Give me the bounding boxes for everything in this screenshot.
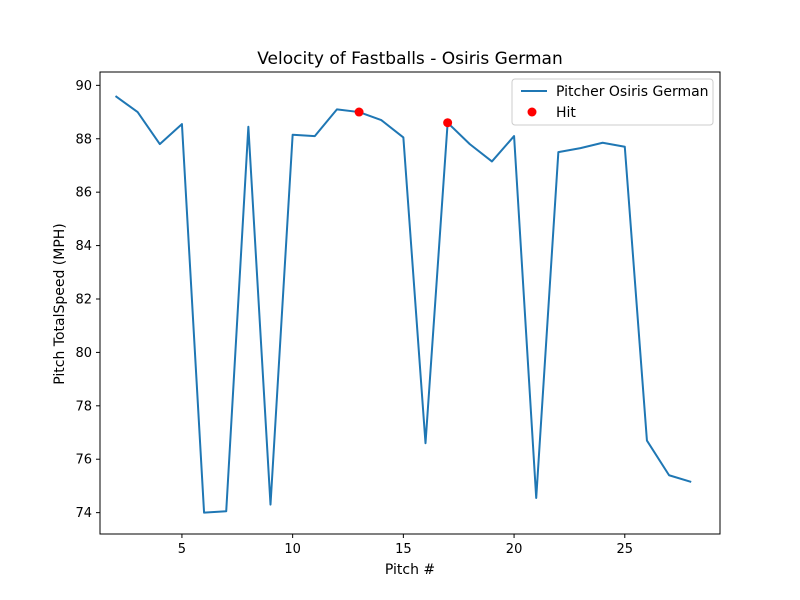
- axes-frame: [99, 71, 721, 535]
- x-tick-label: 15: [395, 542, 412, 557]
- y-axis-label: Pitch TotalSpeed (MPH): [52, 223, 68, 385]
- y-tick-label: 86: [75, 186, 92, 201]
- y-tick-label: 80: [75, 346, 92, 361]
- chart-title: Velocity of Fastballs - Osiris German: [257, 49, 563, 69]
- y-tick-label: 78: [75, 399, 92, 414]
- hit-point: [354, 107, 364, 117]
- x-tick-label: 25: [617, 542, 634, 557]
- pitcher-velocity-line: [114, 95, 692, 514]
- x-tick-label: 5: [178, 542, 186, 557]
- x-axis-ticks: 5 10 15 20 25: [178, 534, 633, 557]
- y-axis-ticks: 74 76 78 80 82 84 86 88 90: [75, 79, 100, 521]
- legend-dot-swatch: [527, 107, 537, 117]
- y-tick-label: 90: [75, 79, 92, 94]
- plot-area: [99, 71, 721, 535]
- legend-label-pitcher: Pitcher Osiris German: [556, 84, 709, 100]
- y-tick-label: 82: [75, 292, 92, 307]
- x-axis-label: Pitch #: [385, 562, 435, 578]
- legend-label-hit: Hit: [556, 105, 576, 121]
- y-tick-label: 84: [75, 239, 92, 254]
- y-tick-label: 74: [75, 506, 92, 521]
- y-tick-label: 76: [75, 453, 92, 468]
- hit-point: [443, 118, 453, 128]
- y-tick-label: 88: [75, 132, 92, 147]
- legend: Pitcher Osiris German Hit: [511, 78, 714, 126]
- x-tick-label: 10: [284, 542, 301, 557]
- x-tick-label: 20: [506, 542, 523, 557]
- legend-box: [511, 78, 714, 126]
